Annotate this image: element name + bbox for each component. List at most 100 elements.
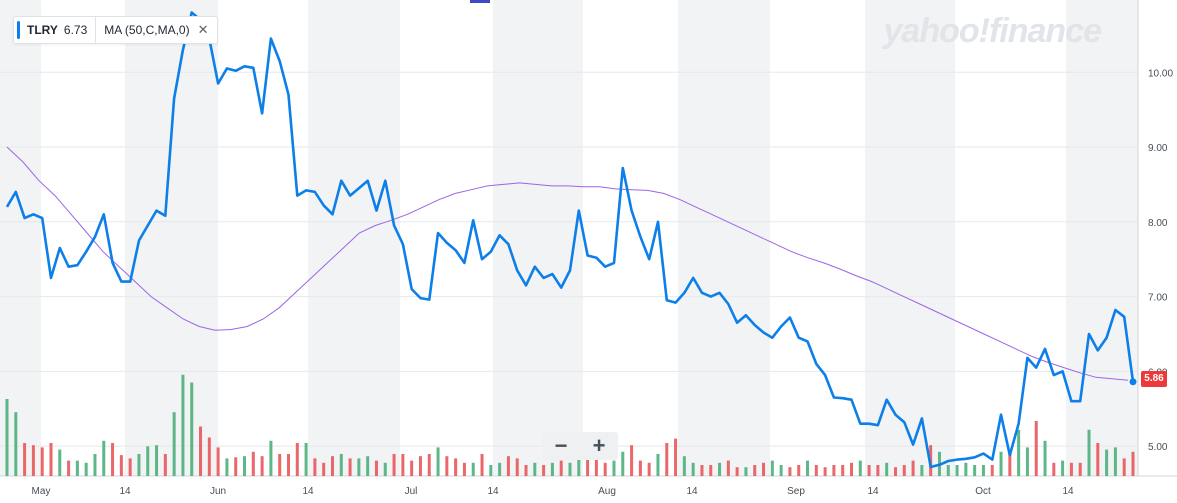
volume-bar bbox=[1034, 421, 1038, 476]
volume-bar bbox=[779, 465, 783, 476]
legend-ticker[interactable]: TLRY bbox=[27, 23, 58, 37]
x-tick-label: Aug bbox=[598, 486, 616, 497]
volume-bar bbox=[893, 467, 897, 476]
volume-bar bbox=[920, 465, 924, 476]
volume-bar bbox=[973, 465, 977, 476]
month-shade bbox=[493, 0, 583, 476]
volume-bar bbox=[506, 456, 510, 476]
y-tick-label: 8.00 bbox=[1148, 218, 1168, 229]
legend-indicator[interactable]: MA (50,C,MA,0) bbox=[104, 23, 190, 37]
x-tick-label: Jul bbox=[405, 486, 418, 497]
zoom-in-button[interactable]: + bbox=[592, 433, 606, 458]
volume-bar bbox=[665, 443, 669, 476]
volume-bar bbox=[339, 454, 343, 476]
last-price-dot bbox=[1129, 378, 1137, 386]
volume-bar bbox=[234, 457, 238, 476]
volume-bar bbox=[243, 456, 247, 476]
volume-bar bbox=[1105, 449, 1109, 476]
legend-last-price: 6.73 bbox=[63, 23, 88, 37]
volume-bar bbox=[269, 440, 273, 476]
volume-bar bbox=[515, 458, 519, 476]
volume-bar bbox=[594, 449, 598, 476]
volume-bar bbox=[111, 443, 115, 476]
volume-bar bbox=[762, 462, 766, 476]
volume-bar bbox=[797, 465, 801, 476]
volume-bar bbox=[744, 467, 748, 476]
x-tick-label: 14 bbox=[867, 486, 879, 497]
volume-bar bbox=[726, 460, 730, 476]
legend-divider bbox=[95, 17, 97, 43]
volume-bar bbox=[67, 460, 71, 476]
volume-bar bbox=[471, 462, 475, 476]
volume-bar bbox=[260, 456, 264, 476]
volume-bar bbox=[199, 426, 203, 476]
volume-bar bbox=[911, 460, 915, 476]
volume-bar bbox=[1061, 460, 1065, 476]
volume-bar bbox=[31, 445, 35, 476]
y-tick-label: 9.00 bbox=[1148, 143, 1168, 154]
volume-bar bbox=[1113, 447, 1117, 476]
volume-bar bbox=[1025, 447, 1029, 476]
volume-bar bbox=[999, 451, 1003, 476]
volume-bar bbox=[656, 454, 660, 476]
volume-bar bbox=[1078, 462, 1082, 476]
volume-bar bbox=[753, 465, 757, 476]
volume-bar bbox=[964, 462, 968, 476]
volume-bar bbox=[102, 440, 106, 476]
volume-bar bbox=[410, 460, 414, 476]
volume-bar bbox=[207, 437, 211, 476]
month-shade bbox=[125, 0, 218, 476]
volume-bar bbox=[533, 462, 537, 476]
volume-bar bbox=[383, 462, 387, 476]
volume-bar bbox=[1096, 443, 1100, 476]
volume-bar bbox=[559, 460, 563, 476]
month-shade bbox=[678, 0, 770, 476]
volume-bar bbox=[14, 412, 18, 476]
month-shade bbox=[865, 0, 955, 476]
volume-bar bbox=[216, 447, 220, 476]
x-tick-label: 14 bbox=[686, 486, 698, 497]
volume-bar bbox=[568, 462, 572, 476]
x-tick-label: 14 bbox=[1062, 486, 1074, 497]
volume-bar bbox=[330, 456, 334, 476]
volume-bar bbox=[946, 465, 950, 476]
volume-bar bbox=[128, 458, 132, 476]
volume-bar bbox=[1131, 451, 1135, 476]
volume-bar bbox=[630, 445, 634, 476]
volume-bar bbox=[454, 458, 458, 476]
volume-bar bbox=[638, 460, 642, 476]
y-tick-label: 10.00 bbox=[1148, 68, 1173, 79]
volume-bar bbox=[75, 460, 79, 476]
volume-bar bbox=[1122, 458, 1126, 476]
month-shade bbox=[0, 0, 41, 476]
volume-bar bbox=[498, 462, 502, 476]
volume-bar bbox=[445, 456, 449, 476]
volume-bar bbox=[682, 456, 686, 476]
volume-bar bbox=[374, 460, 378, 476]
y-tick-label: 7.00 bbox=[1148, 293, 1168, 304]
volume-bar bbox=[735, 467, 739, 476]
volume-bar bbox=[23, 443, 27, 476]
zoom-out-button[interactable]: − bbox=[554, 433, 568, 458]
volume-bar bbox=[577, 458, 581, 476]
x-tick-label: 14 bbox=[487, 486, 499, 497]
volume-bar bbox=[806, 460, 810, 476]
volume-bar bbox=[348, 458, 352, 476]
volume-bar bbox=[137, 454, 141, 476]
month-shade bbox=[1066, 0, 1138, 476]
volume-bar bbox=[225, 458, 229, 476]
volume-bar bbox=[251, 451, 255, 476]
volume-bar bbox=[770, 460, 774, 476]
volume-bar bbox=[691, 462, 695, 476]
volume-bar bbox=[93, 454, 97, 476]
volume-bar bbox=[146, 446, 150, 476]
close-icon[interactable]: ✕ bbox=[197, 22, 209, 37]
zoom-controls: − + bbox=[542, 432, 618, 460]
volume-bar bbox=[357, 458, 361, 476]
volume-bar bbox=[647, 462, 651, 476]
volume-bar bbox=[542, 465, 546, 476]
volume-bar bbox=[462, 462, 466, 476]
volume-bar bbox=[1052, 462, 1056, 476]
